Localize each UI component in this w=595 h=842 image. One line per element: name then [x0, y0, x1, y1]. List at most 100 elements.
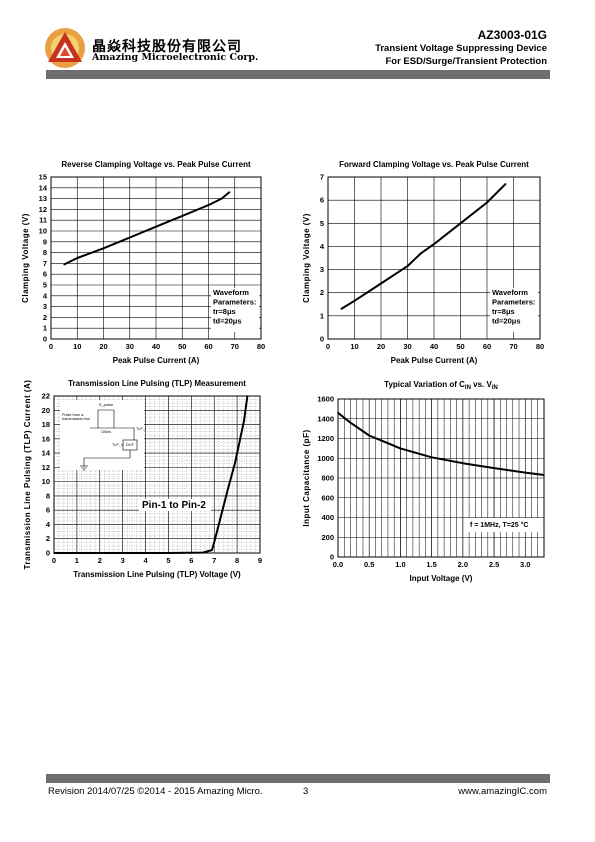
waveform-annotation: Parameters: — [492, 298, 535, 307]
plot-frame — [327, 176, 541, 340]
svg-text:DUT: DUT — [126, 442, 135, 447]
data-point — [337, 412, 339, 414]
x-tick-label: 3 — [121, 556, 125, 565]
x-tick-label: 7 — [212, 556, 216, 565]
waveform-annotation: td=20μs — [213, 317, 242, 326]
data-point — [218, 523, 220, 526]
condition-annotation: f = 1MHz, T=25 °C — [470, 521, 528, 529]
data-point — [504, 183, 507, 185]
y-tick-label: 9 — [43, 237, 47, 246]
y-tick-label: 14 — [39, 183, 48, 192]
waveform-annotation: tr=8μs — [213, 307, 236, 316]
device-subtitle-1: Transient Voltage Suppressing Device — [375, 43, 547, 54]
x-tick-label: 2.5 — [489, 560, 499, 569]
device-subtitle-2: For ESD/Surge/Transient Protection — [385, 56, 547, 67]
part-number: AZ3003-01G — [477, 28, 547, 42]
data-point — [433, 243, 435, 245]
data-point — [340, 308, 343, 310]
chart-title: Forward Clamping Voltage vs. Peak Pulse … — [339, 160, 529, 169]
y-tick-label: 400 — [321, 513, 334, 522]
chart-title: Transmission Line Pulsing (TLP) Measurem… — [68, 379, 246, 388]
data-point — [53, 552, 55, 554]
amazing-logo-icon — [45, 28, 85, 68]
x-tick-label: 0.0 — [333, 560, 343, 569]
data-point — [63, 263, 65, 266]
x-tick-label: 60 — [204, 342, 212, 351]
data-point — [430, 456, 433, 459]
x-tick-label: 1.0 — [395, 560, 405, 569]
data-point — [220, 197, 223, 200]
data-point — [524, 471, 527, 474]
plot-frame — [50, 176, 262, 340]
data-point — [102, 247, 105, 250]
y-tick-label: 12 — [42, 463, 50, 472]
y-tick-label: 5 — [43, 281, 47, 290]
company-name-cn: 晶焱科技股份有限公司 — [92, 39, 242, 55]
svg-text:100ns: 100ns — [101, 430, 111, 434]
plot-frame — [337, 398, 545, 558]
x-tick-label: 0 — [326, 342, 330, 351]
y-tick-label: 2 — [43, 313, 47, 322]
data-point — [128, 236, 131, 239]
x-tick-label: 1.5 — [426, 560, 436, 569]
data-point — [181, 215, 184, 217]
y-tick-label: 1000 — [317, 454, 334, 463]
y-axis-label: Clamping Voltage (V) — [302, 213, 311, 303]
y-axis-label: Transmission Line Pulsing (TLP) Current … — [23, 380, 32, 570]
header-divider — [46, 70, 550, 79]
data-point — [543, 474, 545, 476]
annotation-bg — [467, 518, 541, 532]
data-point — [493, 467, 495, 469]
y-tick-label: 3 — [43, 302, 47, 311]
tlp-chart: 0 1 2 3 4 5 6 7 8 90246810121416182022Transmissio… — [23, 379, 262, 579]
data-point — [222, 505, 225, 508]
y-tick-label: 3 — [320, 265, 324, 274]
footer-website[interactable]: www.amazingIC.com — [458, 786, 547, 797]
x-tick-label: 10 — [73, 342, 81, 351]
data-point — [368, 434, 371, 437]
svg-text:TLP_V: TLP_V — [112, 443, 124, 447]
x-tick-label: 1 — [75, 556, 79, 565]
y-axis-label: Input Capacitance (pF) — [302, 429, 311, 526]
y-tick-label: 20 — [42, 406, 50, 415]
data-point — [406, 265, 409, 267]
y-tick-label: 8 — [43, 248, 47, 257]
pin-annotation: Pin-1 to Pin-2 — [142, 500, 206, 511]
company-name-en: Amazing Microelectronic Corp. — [92, 52, 259, 63]
y-tick-label: 22 — [42, 392, 50, 401]
y-tick-label: 1400 — [317, 414, 334, 423]
x-axis-label: Peak Pulse Current (A) — [391, 356, 478, 365]
data-point — [238, 441, 241, 444]
x-tick-label: 70 — [231, 342, 239, 351]
y-tick-label: 800 — [321, 474, 334, 483]
chart-title: Reverse Clamping Voltage vs. Peak Pulse … — [61, 160, 251, 169]
y-tick-label: 2 — [320, 288, 324, 297]
data-point — [246, 395, 249, 397]
data-point — [243, 420, 245, 422]
data-point — [207, 204, 210, 206]
y-tick-label: 0 — [320, 335, 324, 344]
y-tick-label: 0 — [43, 335, 47, 344]
data-point — [380, 282, 382, 285]
y-tick-label: 200 — [321, 533, 334, 542]
x-axis-label: Transmission Line Pulsing (TLP) Voltage … — [73, 570, 241, 579]
y-tick-label: 0 — [46, 549, 50, 558]
x-tick-label: 4 — [143, 556, 148, 565]
y-tick-label: 16 — [42, 434, 50, 443]
data-point — [213, 541, 216, 544]
reverse-clamping-chart: 0 10 20 30 40 50 60 70 800123456789101112131415R… — [21, 160, 265, 365]
y-tick-label: 1200 — [317, 434, 334, 443]
y-tick-label: 0 — [330, 553, 334, 562]
data-point — [459, 222, 462, 225]
data-point — [486, 201, 488, 204]
y-tick-label: 8 — [46, 491, 50, 500]
series-line — [337, 412, 545, 476]
footer-revision: Revision 2014/07/25 ©2014 - 2015 Amazing… — [48, 786, 263, 797]
annotation-bg — [490, 288, 538, 332]
data-point — [155, 225, 157, 228]
y-tick-label: 6 — [43, 270, 47, 279]
x-tick-label: 20 — [377, 342, 385, 351]
y-tick-label: 1 — [320, 311, 324, 320]
x-tick-label: 20 — [99, 342, 107, 351]
